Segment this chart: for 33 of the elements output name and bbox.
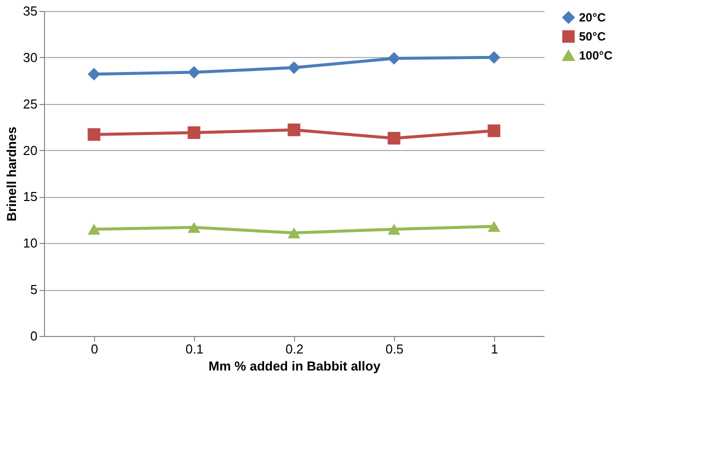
point (488, 124, 500, 138)
point (388, 52, 400, 65)
point (488, 51, 500, 64)
y-tick-label: 0 (30, 328, 38, 344)
x-tick-label: 0.5 (385, 342, 404, 356)
x-tick-label: 0.2 (285, 342, 304, 356)
point (288, 227, 300, 238)
legend-label: 100°C (579, 48, 613, 62)
y-tick-label: 10 (23, 236, 38, 251)
y-axis-title: Brinell hardnes (4, 126, 20, 222)
point (188, 66, 200, 79)
point (188, 126, 200, 139)
y-tick-label: 35 (23, 4, 38, 18)
x-tick-label: 1 (490, 342, 498, 356)
point (88, 128, 100, 141)
x-tick-label: 0.1 (185, 342, 204, 356)
point (188, 222, 200, 233)
point (388, 224, 400, 235)
x-axis-title: Mm % added in Babbit alloy (208, 358, 382, 374)
y-tick-label: 25 (23, 96, 38, 112)
x-tick-label: 0 (90, 342, 98, 356)
y-tick-label: 5 (30, 282, 38, 298)
y-tick-label: 20 (23, 142, 38, 158)
point (488, 220, 500, 232)
y-tick-label: 15 (23, 189, 38, 204)
point (88, 224, 100, 235)
point (288, 124, 300, 136)
point (88, 68, 100, 80)
point (288, 61, 300, 74)
y-tick-label: 30 (23, 50, 38, 65)
legend-label: 20°C (579, 10, 606, 24)
point (388, 132, 400, 145)
legend-label: 50°C (579, 30, 606, 44)
